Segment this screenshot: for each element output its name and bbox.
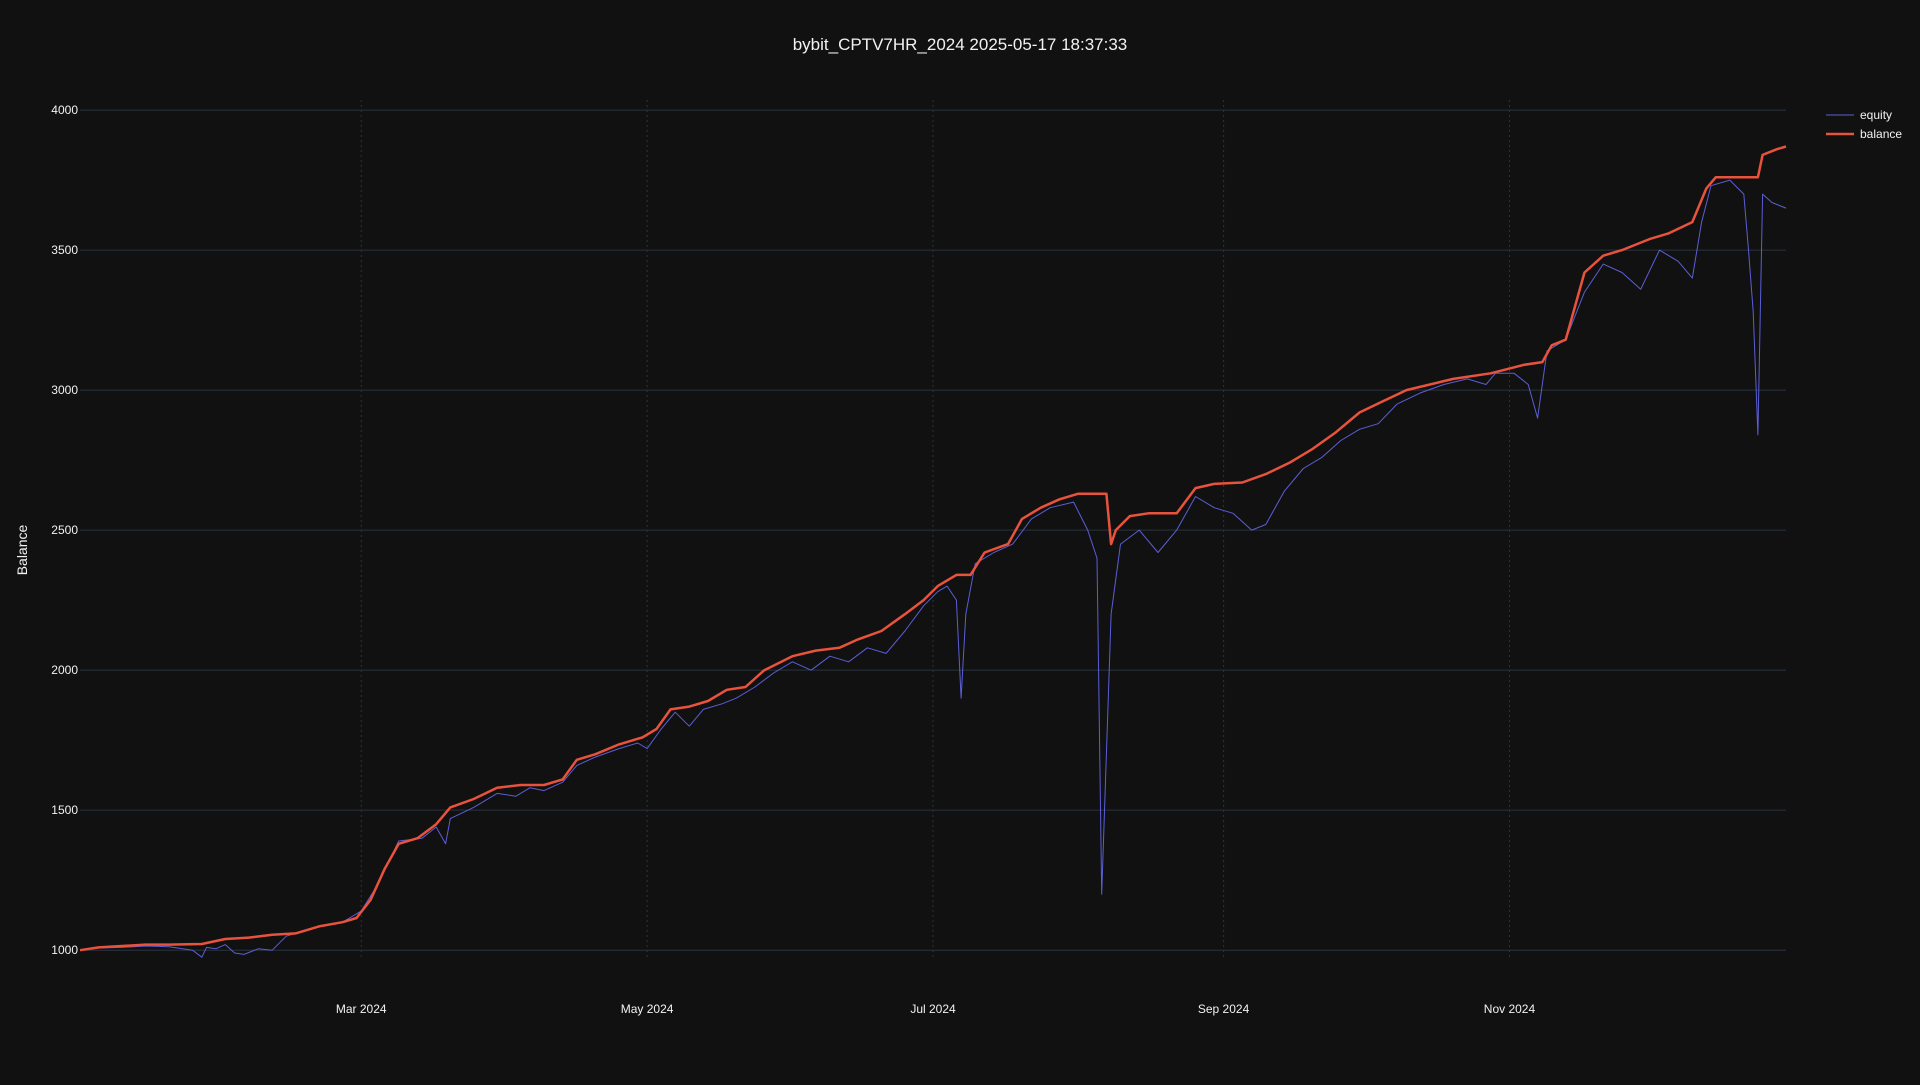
legend-label-balance: balance — [1860, 127, 1902, 141]
y-tick-label: 1000 — [51, 943, 78, 957]
y-tick-label: 3500 — [51, 243, 78, 257]
legend-label-equity: equity — [1860, 108, 1892, 122]
y-tick-label: 4000 — [51, 103, 78, 117]
y-tick-label: 2500 — [51, 523, 78, 537]
axis-labels: 1000 1500 2000 2500 3000 3500 4000 Mar 2024 May … — [51, 103, 1535, 1016]
y-tick-label: 3000 — [51, 383, 78, 397]
series-line-balance — [79, 145, 1787, 952]
x-tick-label: Jul 2024 — [910, 1002, 956, 1016]
x-tick-label: May 2024 — [621, 1002, 674, 1016]
y-tick-label: 1500 — [51, 803, 78, 817]
x-tick-label: Sep 2024 — [1198, 1002, 1250, 1016]
grid-lines — [80, 100, 1786, 960]
series-lines — [79, 145, 1787, 958]
y-tick-label: 2000 — [51, 663, 78, 677]
y-axis-title: Balance — [14, 524, 30, 575]
chart-title: bybit_CPTV7HR_2024 2025-05-17 18:37:33 — [793, 35, 1128, 54]
x-tick-label: Nov 2024 — [1484, 1002, 1536, 1016]
legend: equity balance — [1826, 108, 1902, 141]
x-tick-label: Mar 2024 — [336, 1002, 387, 1016]
series-line-equity — [79, 179, 1787, 958]
